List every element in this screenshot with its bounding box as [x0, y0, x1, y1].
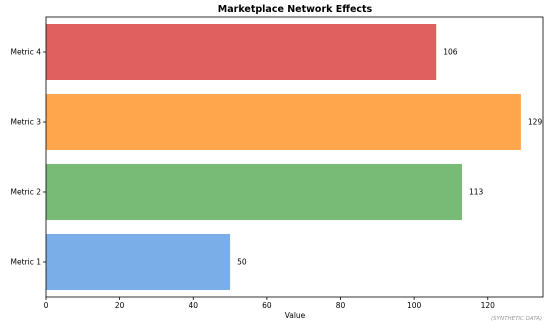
plot-frame	[45, 16, 544, 298]
data-label-metric-1: 50	[237, 258, 247, 267]
x-tick-label-100: 100	[407, 301, 422, 310]
x-tick-label-120: 120	[481, 301, 496, 310]
x-tick-label-80: 80	[336, 301, 346, 310]
bar-metric-1	[46, 234, 231, 290]
bar-metric-2	[46, 164, 463, 220]
chart-title: Marketplace Network Effects	[218, 4, 373, 15]
bar-metric-4	[46, 24, 437, 80]
data-label-metric-3: 129	[528, 118, 543, 127]
data-label-metric-4: 106	[443, 48, 458, 57]
y-tick-label-metric-2: Metric 2	[11, 188, 42, 197]
x-tick-label-20: 20	[115, 301, 125, 310]
x-tick-label-40: 40	[188, 301, 198, 310]
y-tick-label-metric-4: Metric 4	[11, 48, 42, 57]
data-label-metric-2: 113	[469, 188, 484, 197]
x-tick-label-0: 0	[44, 301, 49, 310]
watermark: (SYNTHETIC DATA)	[491, 316, 542, 322]
x-tick-label-60: 60	[262, 301, 272, 310]
x-axis-label: Value	[285, 311, 306, 320]
bars-layer: 50 113 129 106	[46, 24, 542, 290]
axes-layer: Metric 1 Metric 2 Metric 3 Metric 4 0 20 40 60 8…	[11, 16, 544, 310]
bar-metric-3	[46, 94, 521, 150]
y-tick-label-metric-3: Metric 3	[11, 118, 42, 127]
y-tick-label-metric-1: Metric 1	[11, 258, 42, 267]
